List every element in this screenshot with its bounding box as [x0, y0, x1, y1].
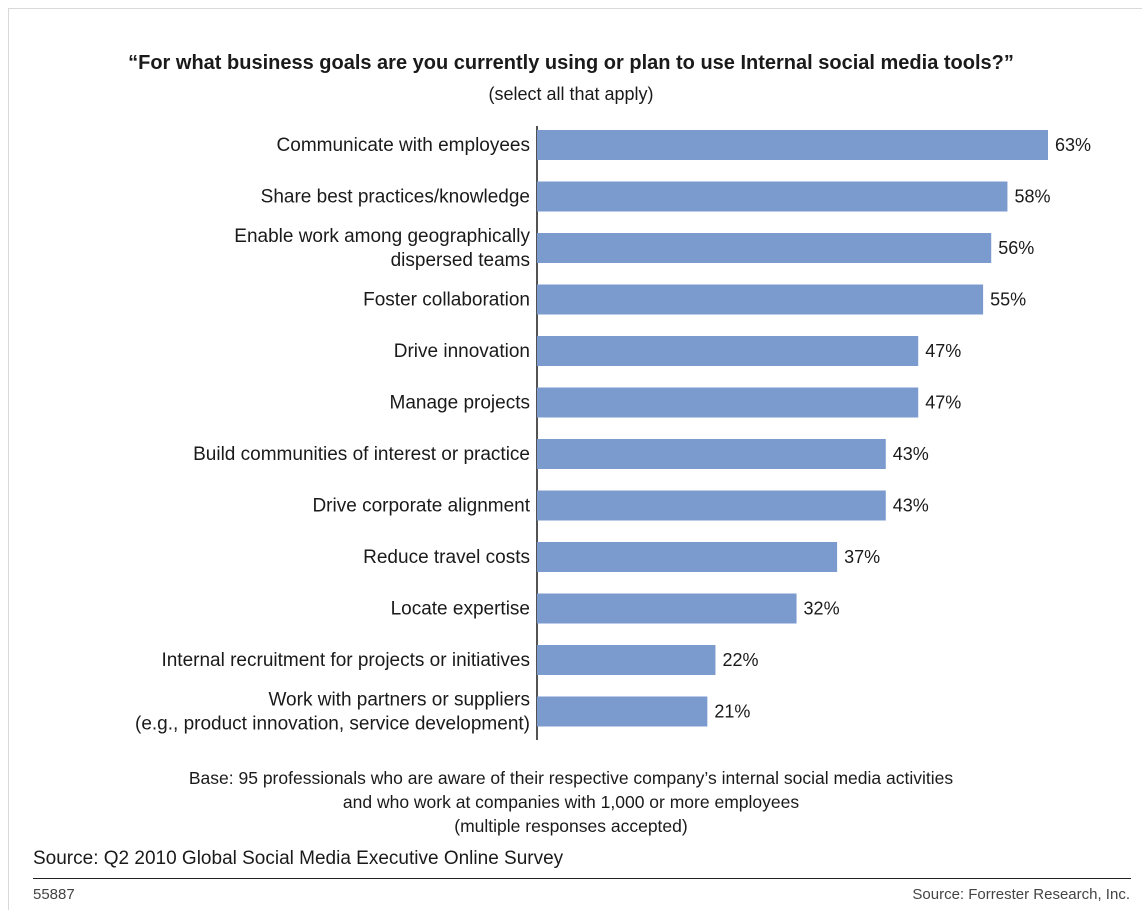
bar-4	[537, 336, 919, 366]
category-label-7: Drive corporate alignment	[312, 496, 530, 517]
bar-1	[537, 181, 1008, 212]
value-label-0: 63%	[1055, 135, 1091, 155]
figure-code: 55887	[33, 886, 75, 903]
value-label-5: 47%	[925, 393, 961, 413]
credit-line: Source: Forrester Research, Inc.	[912, 886, 1130, 903]
base-note-line-1: Base: 95 professionals who are aware of …	[188, 768, 954, 788]
bar-0	[537, 130, 1048, 160]
bar-3	[537, 284, 984, 315]
base-note-line-2: and who work at companies with 1,000 or …	[342, 792, 800, 812]
footer-divider	[33, 878, 1131, 879]
bar-9	[537, 593, 797, 624]
chart-subtitle: (select all that apply)	[488, 84, 654, 104]
category-label-1: Share best practices/knowledge	[261, 187, 530, 208]
base-note: Base: 95 professionals who are aware of …	[0, 766, 1142, 838]
bar-8	[537, 542, 838, 572]
category-label-10: Internal recruitment for projects or ini…	[161, 650, 530, 671]
category-label-4: Drive innovation	[394, 341, 530, 362]
bar-5	[537, 387, 919, 418]
value-label-3: 55%	[990, 290, 1026, 310]
category-label-8: Reduce travel costs	[363, 547, 530, 568]
category-label-11-line-0: Work with partners or suppliers	[268, 690, 530, 711]
category-label-9: Locate expertise	[391, 599, 530, 620]
value-label-11: 21%	[714, 702, 750, 722]
survey-source: Source: Q2 2010 Global Social Media Exec…	[33, 848, 564, 869]
value-label-1: 58%	[1014, 187, 1050, 207]
figure-frame	[8, 8, 1142, 910]
bar-7	[537, 490, 886, 521]
bar-11	[537, 696, 708, 727]
value-label-6: 43%	[893, 444, 929, 464]
value-label-9: 32%	[804, 599, 840, 619]
category-label-11-line-1: (e.g., product innovation, service devel…	[135, 714, 530, 735]
category-label-2-line-1: dispersed teams	[391, 250, 530, 271]
value-label-10: 22%	[722, 650, 758, 670]
value-label-2: 56%	[998, 238, 1034, 258]
bar-6	[537, 439, 886, 469]
category-label-2-line-0: Enable work among geographically	[234, 226, 530, 247]
value-label-8: 37%	[844, 547, 880, 567]
value-label-7: 43%	[893, 496, 929, 516]
category-label-3: Foster collaboration	[363, 290, 530, 311]
category-label-6: Build communities of interest or practic…	[193, 444, 530, 465]
base-note-line-3: (multiple responses accepted)	[454, 816, 688, 836]
value-label-4: 47%	[925, 341, 961, 361]
bar-2	[537, 233, 992, 263]
category-label-0: Communicate with employees	[277, 135, 530, 156]
chart-title: “For what business goals are you current…	[128, 52, 1014, 74]
category-label-5: Manage projects	[390, 393, 530, 414]
bar-10	[537, 645, 716, 675]
